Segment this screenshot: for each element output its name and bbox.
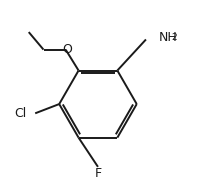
- Text: O: O: [62, 43, 72, 56]
- Text: 2: 2: [170, 33, 176, 42]
- Text: NH: NH: [158, 31, 177, 44]
- Text: F: F: [94, 167, 101, 180]
- Text: Cl: Cl: [15, 107, 27, 120]
